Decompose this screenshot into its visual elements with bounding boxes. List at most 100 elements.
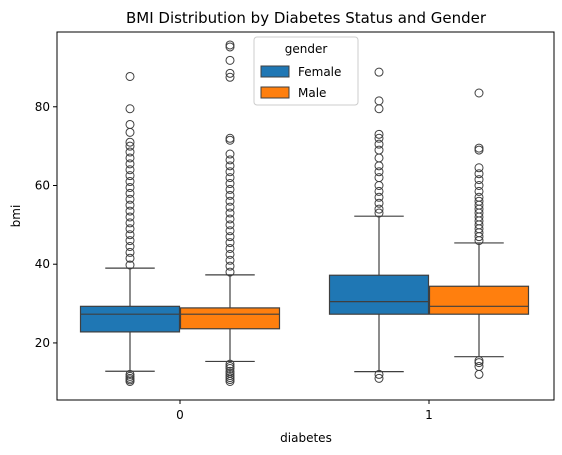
outlier-point xyxy=(374,153,384,163)
outlier-point xyxy=(225,72,235,82)
outlier-point xyxy=(125,218,135,228)
outlier-point xyxy=(374,373,384,383)
outlier-point xyxy=(225,196,235,206)
outlier-point xyxy=(374,167,384,177)
outlier-point xyxy=(474,143,484,153)
outlier-point xyxy=(225,214,235,224)
outlier-point xyxy=(474,369,484,379)
outlier-point xyxy=(374,192,384,202)
outlier-point xyxy=(125,141,135,151)
outlier-point xyxy=(225,208,235,218)
outlier-point xyxy=(125,171,135,181)
outlier-point xyxy=(225,68,235,78)
box-male-1 xyxy=(428,88,530,379)
legend: gender Female Male xyxy=(253,36,359,106)
outlier-point xyxy=(474,180,484,190)
box-iqr xyxy=(428,285,530,315)
outlier-point xyxy=(125,260,135,270)
outlier-point xyxy=(225,362,235,372)
outlier-point xyxy=(125,188,135,198)
outlier-point xyxy=(374,129,384,139)
x-axis-label: diabetes xyxy=(280,431,332,445)
outlier-point xyxy=(125,194,135,204)
outlier-point xyxy=(374,139,384,149)
outlier-point xyxy=(474,88,484,98)
plot-area xyxy=(79,40,530,387)
outlier-point xyxy=(225,232,235,242)
outlier-point xyxy=(225,184,235,194)
outlier-point xyxy=(125,369,135,379)
box-iqr xyxy=(328,274,430,315)
y-tick-label: 20 xyxy=(35,336,50,350)
outlier-point xyxy=(374,161,384,171)
y-tick-label: 60 xyxy=(35,178,50,192)
legend-swatch-female xyxy=(260,65,290,78)
outlier-point xyxy=(125,242,135,252)
outlier-point xyxy=(374,133,384,143)
outlier-point xyxy=(125,224,135,234)
outlier-point xyxy=(125,206,135,216)
outlier-point xyxy=(474,196,484,206)
y-axis: 20 40 60 80 xyxy=(35,100,57,350)
outlier-point xyxy=(225,238,235,248)
outlier-point xyxy=(474,175,484,185)
outlier-point xyxy=(125,247,135,257)
outlier-point xyxy=(225,371,235,381)
box-iqr xyxy=(179,307,281,330)
outlier-point xyxy=(225,173,235,183)
outlier-point xyxy=(225,135,235,145)
outlier-point xyxy=(125,147,135,157)
outlier-point xyxy=(225,261,235,271)
box-female-0 xyxy=(79,71,181,387)
outlier-point xyxy=(374,145,384,155)
box-iqr xyxy=(79,305,181,333)
outlier-point xyxy=(474,145,484,155)
outlier-point xyxy=(374,204,384,214)
outlier-point xyxy=(225,42,235,52)
outlier-point xyxy=(474,169,484,179)
outlier-point xyxy=(225,40,235,50)
outlier-point xyxy=(474,186,484,196)
outlier-point xyxy=(125,236,135,246)
outlier-point xyxy=(374,104,384,114)
outlier-point xyxy=(125,104,135,114)
outlier-point xyxy=(125,119,135,129)
outlier-point xyxy=(374,180,384,190)
outlier-point xyxy=(125,230,135,240)
axes-frame xyxy=(56,31,555,401)
x-tick-label: 1 xyxy=(425,408,433,422)
outlier-point xyxy=(225,133,235,143)
outlier-point xyxy=(374,198,384,208)
outlier-point xyxy=(225,161,235,171)
outlier-point xyxy=(374,208,384,218)
outlier-point xyxy=(225,55,235,65)
outlier-point xyxy=(225,220,235,230)
outlier-point xyxy=(225,255,235,265)
outlier-point xyxy=(225,155,235,165)
legend-label-female: Female xyxy=(298,65,341,79)
outlier-point xyxy=(125,177,135,187)
outlier-point xyxy=(225,366,235,376)
box-female-1 xyxy=(328,67,430,383)
outlier-point xyxy=(474,358,484,368)
outlier-point xyxy=(125,127,135,137)
outlier-point xyxy=(125,182,135,192)
outlier-point xyxy=(225,179,235,189)
outlier-point xyxy=(225,202,235,212)
outlier-point xyxy=(225,267,235,277)
y-tick-label: 80 xyxy=(35,100,50,114)
chart-title: BMI Distribution by Diabetes Status and … xyxy=(126,9,487,27)
outlier-point xyxy=(225,190,235,200)
outlier-point xyxy=(374,186,384,196)
box-male-0 xyxy=(179,40,281,387)
outlier-point xyxy=(474,163,484,173)
outlier-point xyxy=(374,173,384,183)
outlier-point xyxy=(225,249,235,259)
outlier-point xyxy=(225,226,235,236)
outlier-point xyxy=(225,359,235,369)
outlier-point xyxy=(125,212,135,222)
outlier-point xyxy=(125,159,135,169)
outlier-point xyxy=(474,192,484,202)
legend-label-male: Male xyxy=(298,86,326,100)
